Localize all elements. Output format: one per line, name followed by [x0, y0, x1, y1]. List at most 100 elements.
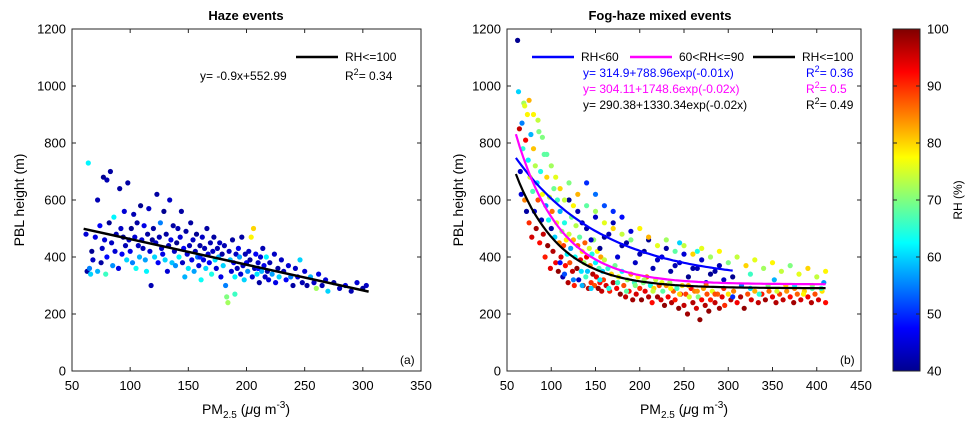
data-point: [83, 231, 89, 237]
data-point: [177, 234, 183, 240]
data-point: [255, 260, 261, 266]
data-point: [663, 237, 669, 243]
data-point: [152, 254, 158, 260]
data-point: [112, 248, 118, 254]
data-point: [699, 245, 705, 251]
data-point: [522, 103, 528, 109]
data-point: [632, 282, 638, 289]
data-point: [313, 285, 319, 291]
data-point: [721, 277, 727, 283]
legend-label-rh-lt-60: RH<60: [581, 50, 619, 64]
data-point: [814, 274, 820, 280]
data-point: [712, 291, 718, 297]
data-point: [233, 251, 239, 257]
data-point: [554, 197, 561, 203]
data-point: [592, 208, 599, 214]
data-point: [650, 265, 656, 271]
y-axis-label: PBL height (m): [11, 154, 27, 247]
data-point: [805, 265, 811, 271]
panel-haze-events: Haze events 50 100 150 200 250 300 350 0 200 400…: [11, 8, 432, 421]
data-point: [690, 300, 696, 306]
data-point: [566, 197, 572, 203]
colorbar-tick-label: 80: [927, 136, 941, 151]
data-point: [121, 208, 127, 214]
data-point: [578, 268, 584, 274]
data-point: [275, 265, 281, 271]
data-point: [170, 223, 176, 229]
data-point: [686, 294, 692, 300]
data-point: [610, 208, 616, 214]
data-point: [518, 191, 524, 197]
data-point: [632, 260, 638, 266]
data-point: [143, 268, 150, 274]
data-point: [597, 245, 603, 251]
data-point: [574, 265, 580, 271]
data-point: [681, 302, 687, 308]
data-point: [755, 300, 761, 306]
x-tick-label: 250: [673, 378, 695, 393]
data-point: [163, 231, 169, 237]
data-point: [150, 225, 156, 232]
colorbar-gradient: [892, 28, 921, 372]
data-point: [769, 260, 776, 266]
data-point: [669, 300, 675, 306]
data-point: [707, 297, 714, 303]
data-point: [226, 248, 232, 254]
data-point: [553, 174, 559, 180]
x-tick-label: 150: [585, 378, 607, 393]
data-point: [196, 263, 202, 269]
data-point: [646, 294, 652, 300]
data-point: [712, 268, 718, 274]
y-tick-label: 600: [479, 193, 501, 208]
fit-curve: [515, 157, 733, 272]
data-point: [97, 223, 103, 229]
y-tick-label: 1000: [37, 79, 66, 94]
fit-line: [83, 227, 369, 293]
data-point: [111, 214, 117, 220]
data-point: [206, 260, 212, 266]
data-point: [167, 197, 173, 203]
data-point: [131, 211, 137, 217]
data-point: [617, 291, 623, 297]
data-point: [623, 294, 629, 300]
data-point: [619, 214, 625, 220]
data-point: [118, 225, 124, 232]
data-point: [220, 263, 226, 269]
data-point: [738, 294, 744, 300]
data-point: [325, 288, 331, 294]
data-point: [539, 134, 546, 140]
data-point: [191, 268, 197, 274]
data-point: [530, 111, 537, 118]
data-point: [129, 260, 136, 266]
colorbar-ticks: 40 50 60 70 80 90 100: [893, 22, 949, 379]
x-tick-label: 100: [119, 378, 141, 393]
y-tick-label: 0: [494, 364, 501, 379]
y-axis-label: PBL height (m): [450, 154, 466, 247]
data-point: [278, 257, 284, 263]
data-point: [615, 254, 621, 260]
data-point: [242, 251, 248, 257]
data-point: [599, 288, 605, 294]
data-point: [773, 300, 779, 306]
data-point: [134, 220, 140, 226]
data-point: [249, 274, 255, 280]
data-point: [544, 174, 550, 180]
data-point: [146, 206, 152, 212]
data-point: [106, 220, 112, 226]
x-tick-label: 300: [352, 378, 374, 393]
data-point: [665, 294, 671, 300]
data-point: [725, 291, 731, 297]
data-point: [164, 268, 170, 274]
data-point: [694, 248, 700, 254]
data-point: [702, 302, 708, 308]
colorbar-tick-label: 70: [927, 193, 941, 208]
data-point: [752, 288, 758, 294]
data-point: [182, 274, 188, 280]
data-point: [200, 257, 207, 263]
data-point: [245, 268, 251, 274]
data-point: [136, 254, 143, 260]
chart-title: Haze events: [208, 8, 283, 23]
data-point: [210, 248, 216, 254]
fit-equation-rh-lt-60: y= 314.9+788.96exp(-0.01x): [583, 66, 734, 80]
